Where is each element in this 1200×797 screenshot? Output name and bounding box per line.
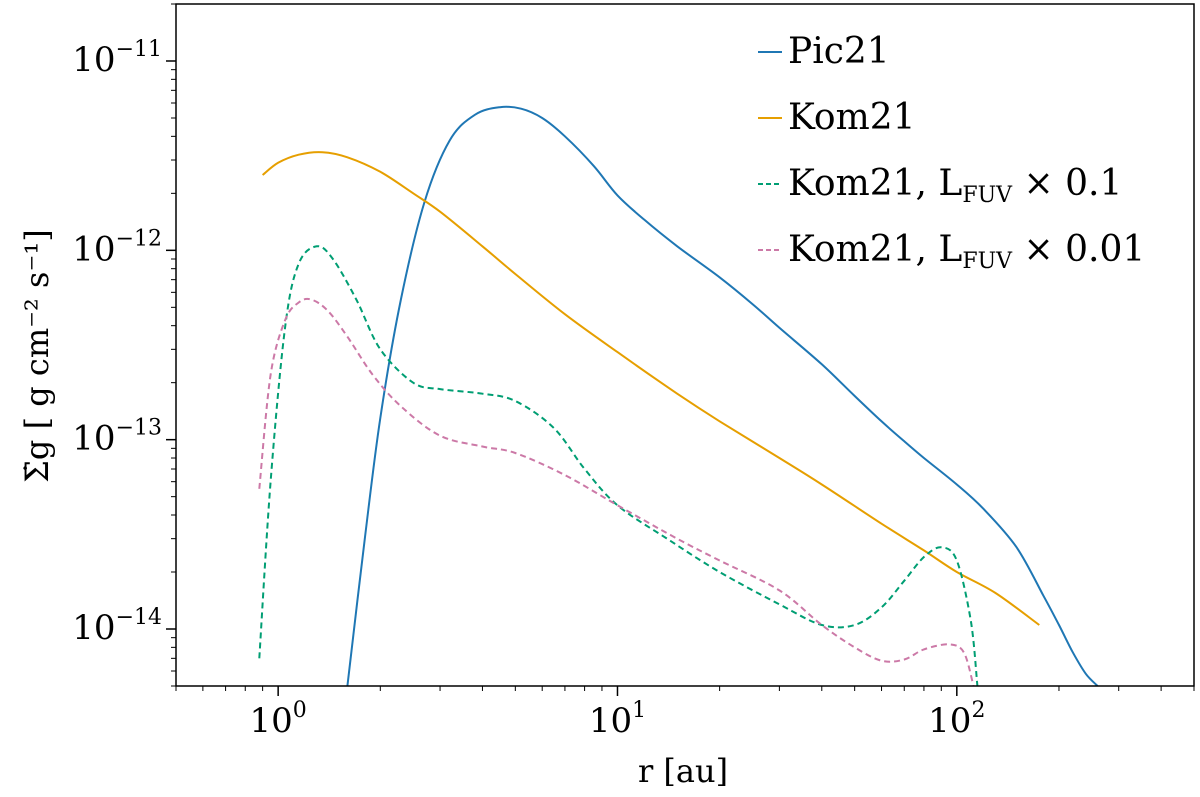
plot-lines [258,105,1099,686]
x-axis-ticks: 100 101 102 [175,686,1195,741]
series-line-4 [258,297,975,686]
x-axis-label: r [au] [638,752,728,790]
plot-frame [175,3,1195,687]
x-tick-label: 102 [928,698,985,741]
y-tick-label: 10−12 [72,226,162,269]
y-tick-label: 10−13 [72,416,162,459]
legend-entry-label: Pic21 [788,31,890,72]
x-tick-label: 100 [250,698,307,741]
legend: Pic21 Kom21 Kom21, LFUV × 0.1 Kom21, LFUV ×… [758,31,1145,274]
y-tick-label: 10−11 [72,37,162,80]
series-line-2 [261,151,1040,626]
y-axis-label: Σ̇g [ g cm⁻² s⁻¹] [18,229,56,482]
axes-frame [175,3,1195,687]
legend-entry-label: Kom21 [788,97,916,138]
x-tick-label: 101 [589,698,646,741]
series-line-3 [258,245,979,686]
series-line-1 [346,105,1099,686]
y-tick-label: 10−14 [72,605,162,648]
legend-entry-label: Kom21, LFUV × 0.1 [788,163,1122,208]
legend-entry-label: Kom21, LFUV × 0.01 [788,229,1145,274]
y-axis-ticks: 10−14 10−13 10−12 10−11 [72,3,176,687]
